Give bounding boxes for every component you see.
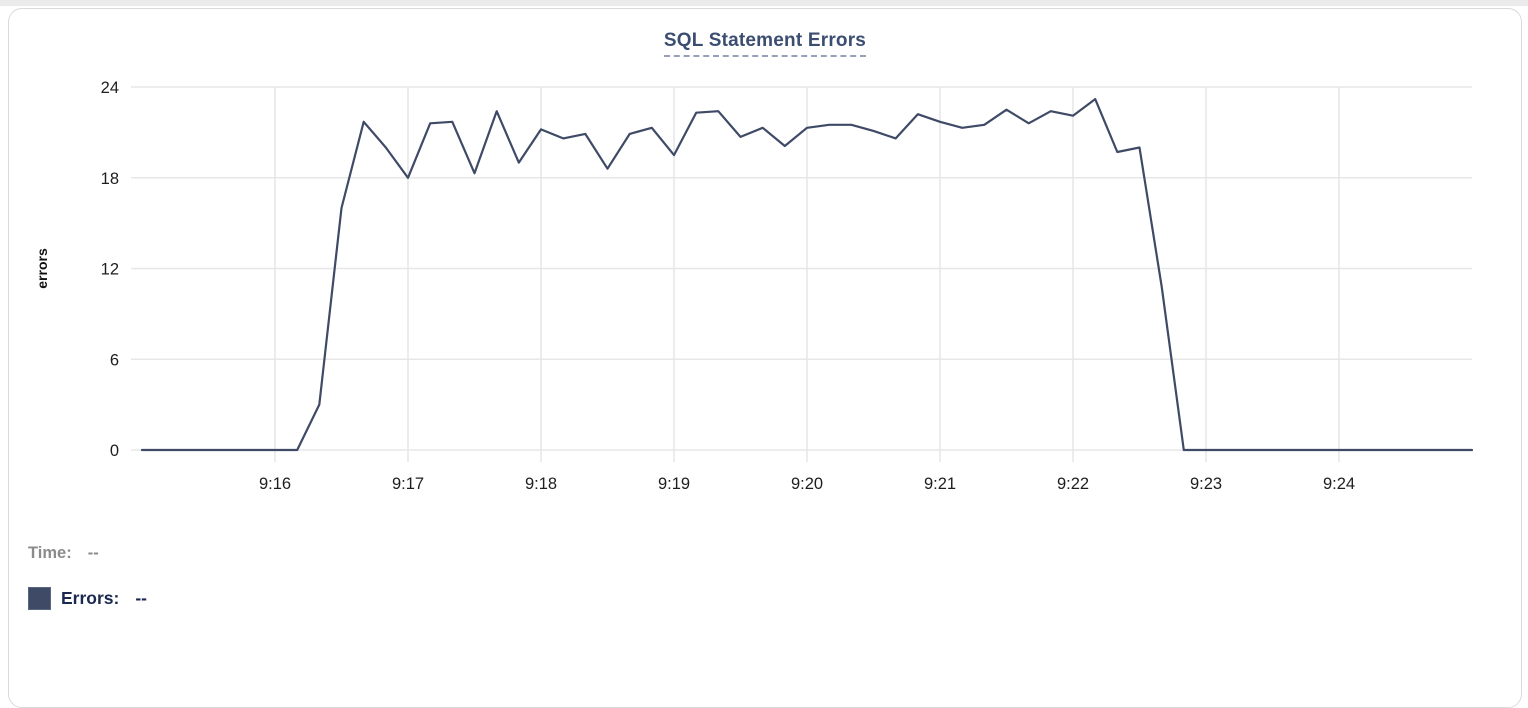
x-tick-label: 9:24 — [1323, 475, 1355, 493]
tooltip-time-row: Time: -- — [28, 544, 99, 563]
tooltip-time-value: -- — [87, 544, 99, 562]
y-tick-label: 24 — [101, 79, 119, 97]
tooltip-errors-row: Errors: -- — [28, 587, 147, 610]
chart-card: SQL Statement Errors 0 6 12 18 24 9:16 9:17 9:1… — [8, 8, 1522, 708]
y-tick-label: 12 — [101, 261, 119, 279]
x-tick-label: 9:20 — [791, 475, 823, 493]
x-tick-label: 9:17 — [392, 475, 424, 493]
tooltip-errors-value: -- — [135, 588, 148, 608]
errors-series-swatch-icon — [28, 587, 51, 610]
tooltip-errors-label: Errors: — [61, 588, 120, 608]
x-tick-label: 9:22 — [1057, 475, 1089, 493]
y-axis-label: errors — [34, 248, 50, 289]
x-tick-label: 9:18 — [525, 475, 557, 493]
x-tick-label: 9:19 — [658, 475, 690, 493]
chart-title[interactable]: SQL Statement Errors — [663, 30, 867, 57]
y-tick-label: 0 — [110, 442, 119, 460]
x-tick-label: 9:23 — [1190, 475, 1222, 493]
chart-title-wrap: SQL Statement Errors — [9, 30, 1521, 57]
y-tick-label: 6 — [110, 351, 119, 369]
x-tick-label: 9:21 — [924, 475, 956, 493]
tooltip-time-label: Time: — [28, 544, 72, 562]
errors-series-line — [140, 98, 1474, 452]
y-tick-label: 18 — [101, 170, 119, 188]
page-top-edge — [0, 0, 1528, 6]
x-tick-label: 9:16 — [259, 475, 291, 493]
errors-line-chart[interactable]: 0 6 12 18 24 9:16 9:17 9:18 9:19 9:20 9:21 9:22 9:23… — [9, 70, 1523, 500]
